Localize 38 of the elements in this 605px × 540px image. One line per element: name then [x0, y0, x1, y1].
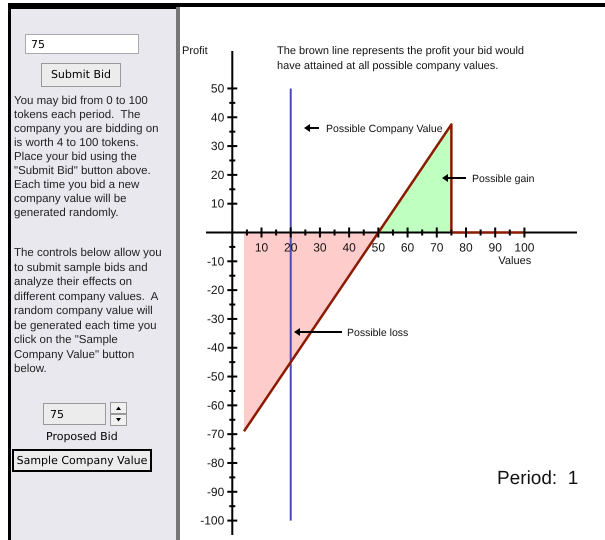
y-tick-label: -60	[206, 398, 225, 412]
y-axis-title: Profit	[182, 45, 208, 57]
text: You may bid from 0 to 100 tokens each period. The company you are bidding on is worth 4 to 100 tokens. Place your bid using the "Submit Bid" button above. Each time you bid a new company value will be generated randomly.	[14, 95, 158, 219]
y-tick-label: -10	[206, 254, 225, 268]
annotation: Period: 1	[497, 468, 578, 490]
chart-title: The brown line represents the profit your bid would have attained at all possible company values.	[277, 44, 526, 74]
y-tick-label: 10	[210, 196, 225, 211]
annotation: Possible loss	[347, 327, 408, 339]
text: The controls below allow you to submit sample bids and analyze their effects on different company values. A random company value will be generated each time you click on the "Sample Company Value" button below.	[14, 247, 162, 375]
text-field: 75	[43, 403, 106, 425]
button: Submit Bid	[41, 63, 121, 87]
x-axis-title: Values	[498, 254, 532, 266]
x-tick-label: 90	[488, 240, 502, 254]
x-tick-label: 70	[430, 240, 444, 254]
x-tick-label: 60	[400, 240, 415, 254]
button: Sample Company Value	[12, 449, 152, 472]
y-tick-label: 50	[210, 81, 225, 96]
y-tick-label: 20	[210, 168, 225, 182]
y-tick-label: -80	[206, 456, 225, 470]
annotation: Possible gain	[472, 173, 535, 185]
x-tick-label: 50	[372, 240, 386, 254]
y-tick-label: -20	[206, 283, 225, 298]
y-tick-label: -50	[206, 370, 225, 384]
y-tick-label: 30	[210, 139, 225, 154]
y-tick-label: -30	[206, 312, 225, 326]
y-tick-label: -40	[206, 340, 225, 355]
x-tick-label: 100	[514, 240, 535, 254]
y-tick-label: -90	[206, 484, 225, 499]
x-tick-label: 10	[254, 240, 268, 254]
annotation: Possible Company Value	[326, 123, 443, 135]
text-field: 75	[25, 34, 139, 54]
y-tick-label: -100	[200, 514, 225, 528]
y-tick-label: -70	[206, 427, 225, 442]
x-tick-label: 80	[459, 240, 473, 254]
y-tick-label: 40	[210, 110, 225, 124]
x-tick-label: 30	[313, 240, 327, 254]
x-tick-label: 40	[342, 240, 356, 254]
text: Proposed Bid	[46, 430, 118, 443]
